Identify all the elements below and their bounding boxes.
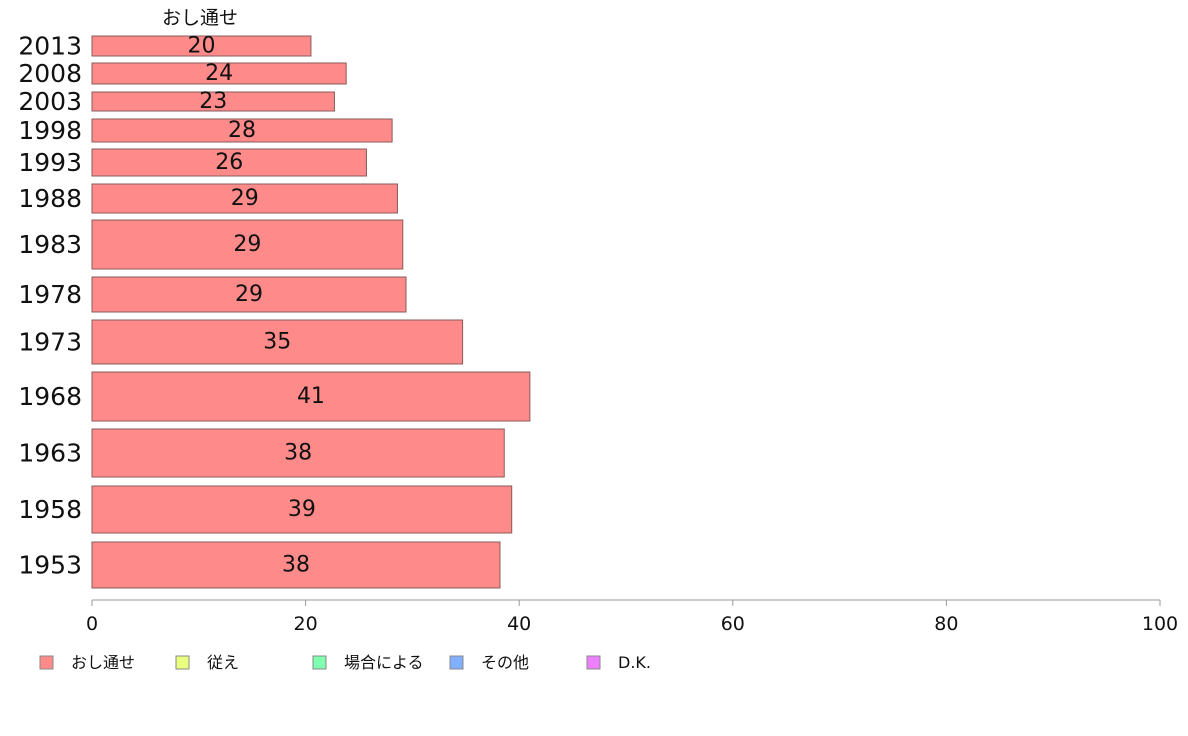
bar-1963[interactable]	[91, 428, 505, 478]
bar-1953[interactable]	[91, 541, 501, 589]
category-label-1988: 1988	[18, 184, 82, 213]
legend-label-5: D.K.	[618, 653, 651, 672]
legend-swatch-5	[586, 655, 601, 670]
legend-label-4: その他	[481, 653, 529, 672]
data-label-1953: 38	[282, 553, 310, 578]
bar-2003[interactable]	[91, 91, 335, 112]
category-label-1968: 1968	[18, 382, 82, 411]
x-tick-label-80: 80	[934, 613, 958, 635]
x-tick-label-60: 60	[721, 613, 745, 635]
category-label-2013: 2013	[18, 32, 82, 61]
x-tick-label-40: 40	[507, 613, 531, 635]
bar-1978[interactable]	[91, 276, 407, 313]
data-label-2008: 24	[205, 61, 233, 86]
category-label-1963: 1963	[18, 439, 82, 468]
data-label-1993: 26	[215, 150, 243, 175]
bar-1988[interactable]	[91, 183, 398, 214]
data-label-1963: 38	[284, 441, 312, 466]
bar-1993[interactable]	[91, 148, 367, 177]
category-label-1958: 1958	[18, 495, 82, 524]
legend-swatch-2	[175, 655, 190, 670]
series-title: おし通せ	[162, 7, 238, 29]
legend-swatch-3	[312, 655, 327, 670]
category-label-1983: 1983	[18, 230, 82, 259]
data-label-2013: 20	[187, 34, 215, 59]
bar-1973[interactable]	[91, 319, 464, 365]
category-label-1953: 1953	[18, 551, 82, 580]
category-label-2003: 2003	[18, 87, 82, 116]
legend-label-1: おし通せ	[71, 653, 135, 672]
data-label-1958: 39	[288, 497, 316, 522]
bar-1958[interactable]	[91, 485, 513, 534]
legend-label-2: 従え	[207, 653, 239, 672]
bar-1998[interactable]	[91, 118, 393, 143]
data-label-1983: 29	[233, 232, 261, 257]
data-label-1988: 29	[231, 186, 259, 211]
bar-1983[interactable]	[91, 219, 404, 270]
data-label-1978: 29	[235, 282, 263, 307]
data-label-1998: 28	[228, 118, 256, 143]
category-label-1993: 1993	[18, 148, 82, 177]
category-label-2008: 2008	[18, 59, 82, 88]
data-label-1973: 35	[263, 330, 291, 355]
category-label-1998: 1998	[18, 116, 82, 145]
legend-swatch-4	[449, 655, 464, 670]
category-label-1973: 1973	[18, 328, 82, 357]
legend-swatch-1	[39, 655, 54, 670]
legend-label-3: 場合による	[344, 653, 424, 672]
bar-1968[interactable]	[91, 371, 531, 422]
data-label-1968: 41	[297, 384, 325, 409]
data-label-2003: 23	[199, 89, 227, 114]
x-tick-label-20: 20	[294, 613, 318, 635]
x-tick-label-0: 0	[86, 613, 98, 635]
x-tick-label-100: 100	[1142, 613, 1178, 635]
bar-2013[interactable]	[91, 35, 312, 57]
bar-2008[interactable]	[91, 62, 347, 85]
category-label-1978: 1978	[18, 280, 82, 309]
